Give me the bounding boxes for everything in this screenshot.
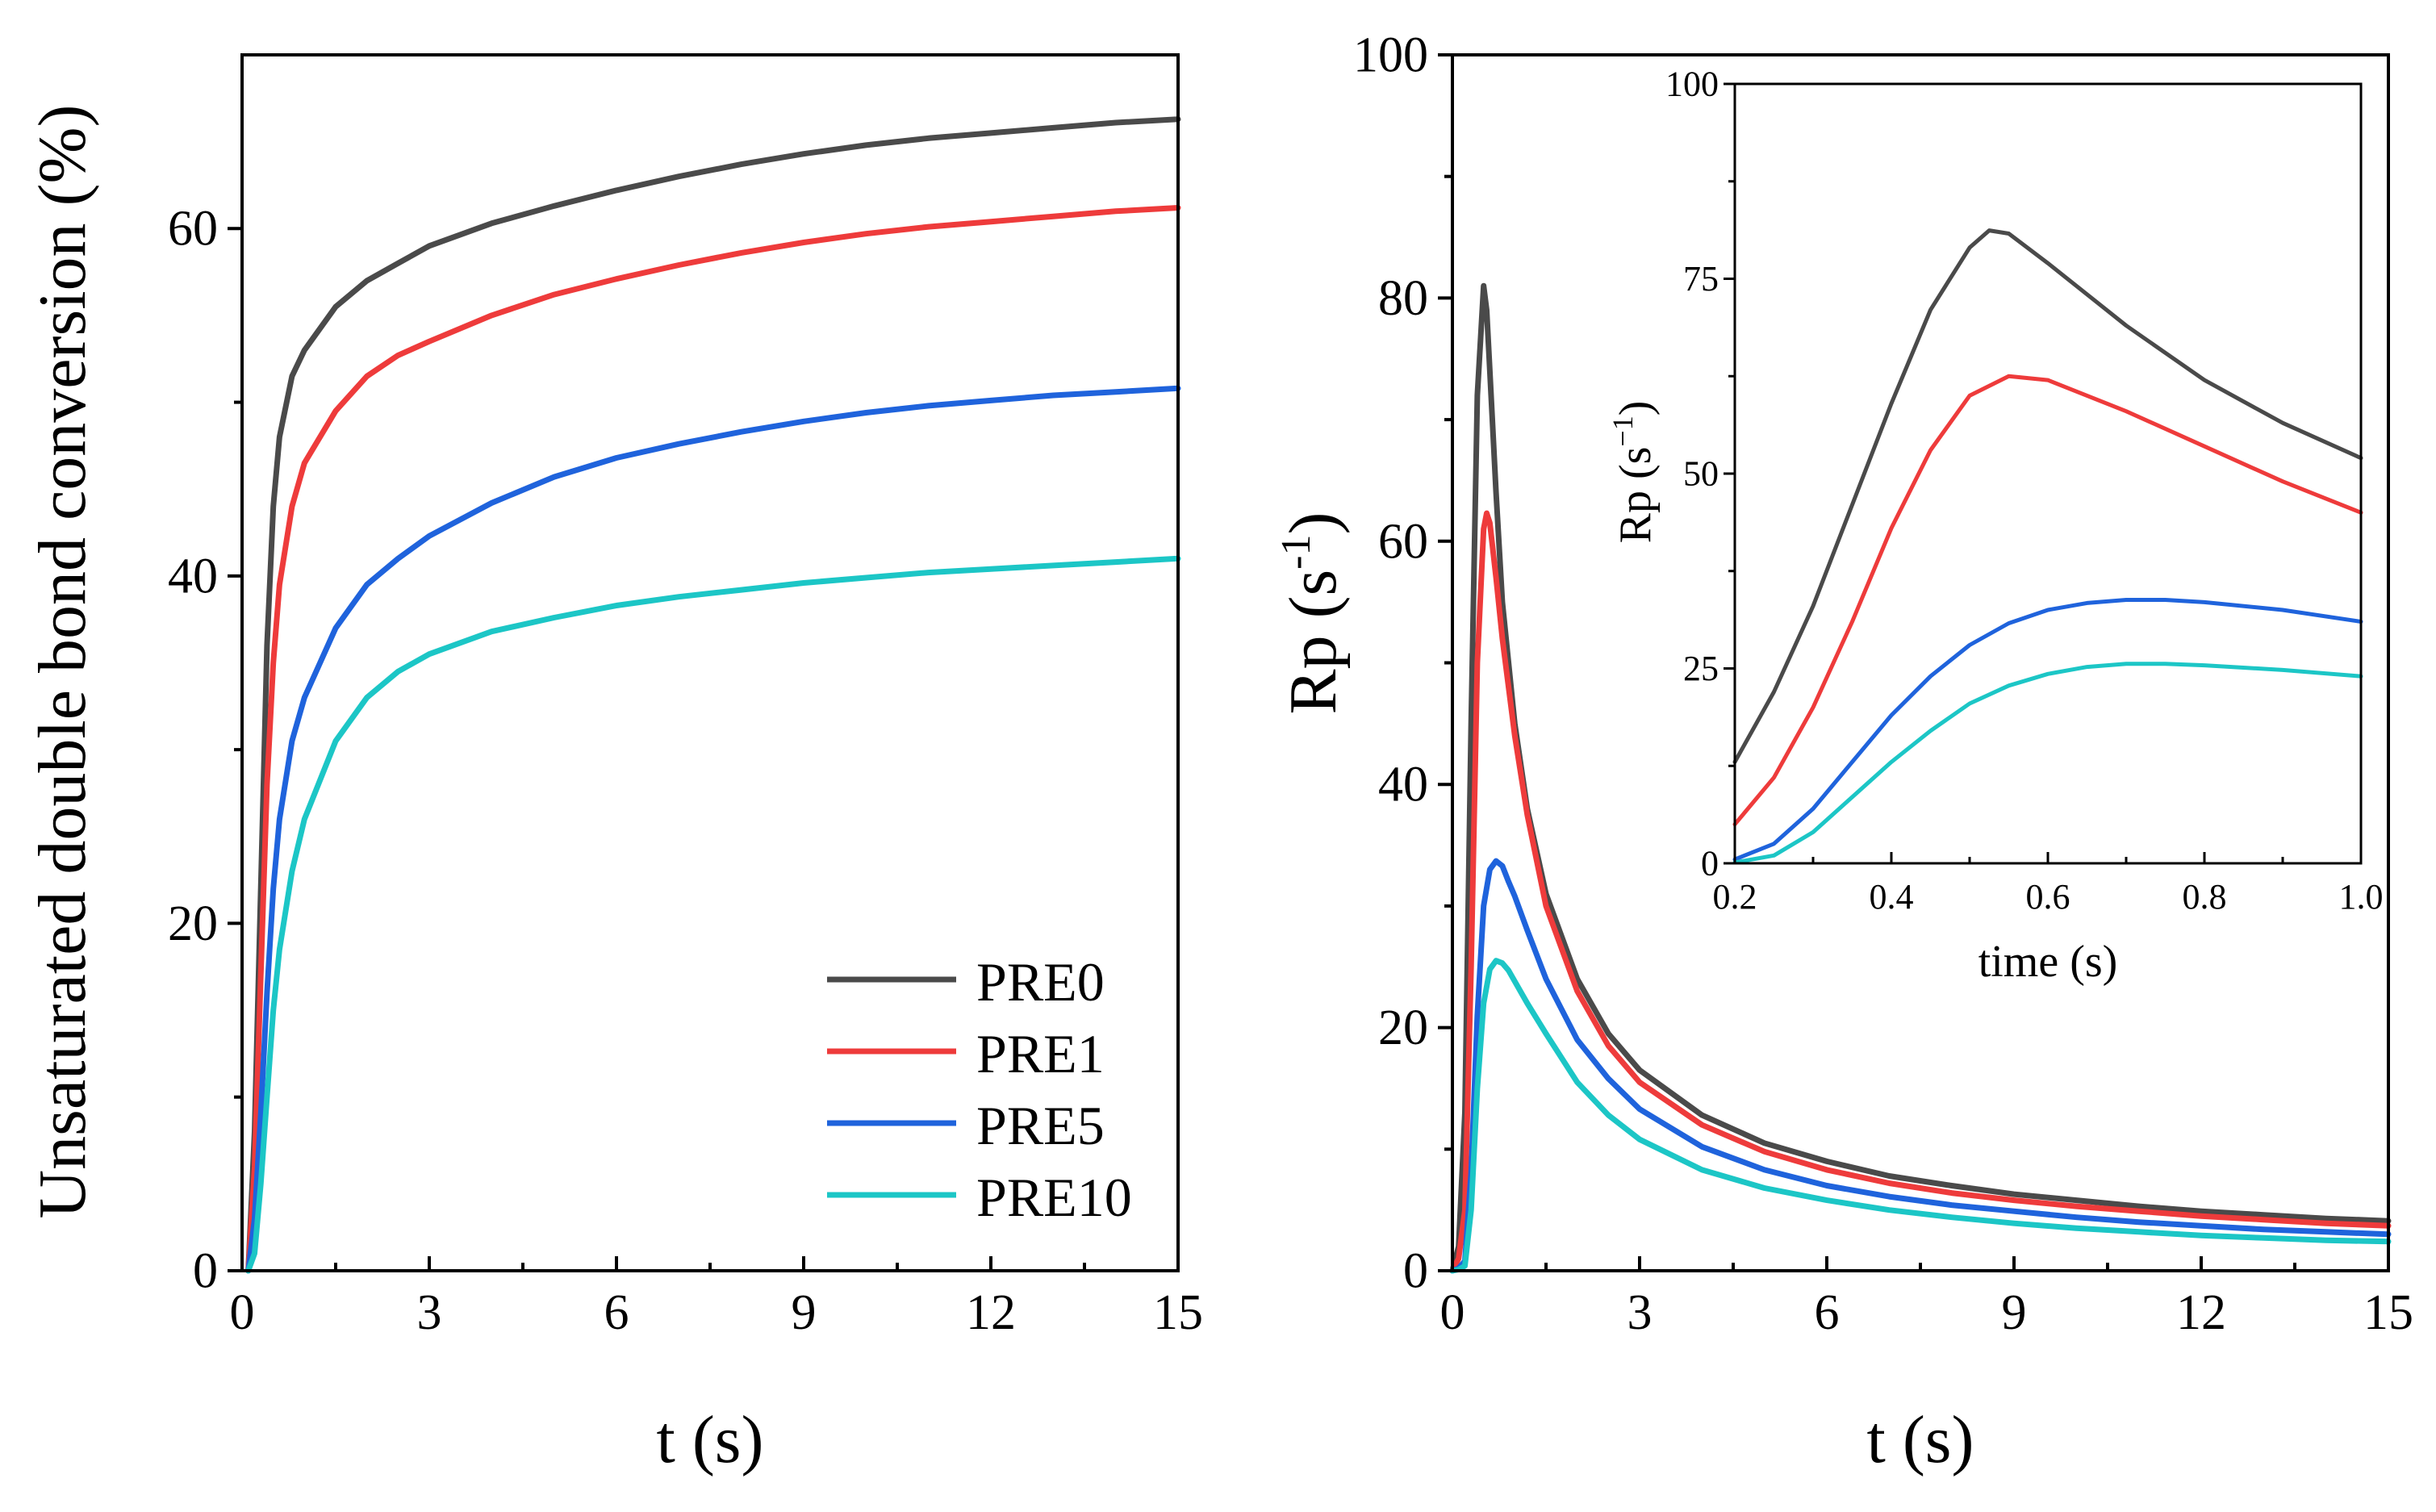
inset-line-pre10: [1732, 662, 2363, 865]
inset-x-tick-label: 1.0: [2339, 877, 2384, 917]
inset-x-axis-label: time (s): [1978, 937, 2118, 987]
conversion-series-lines: [245, 116, 1181, 1274]
conversion-x-tick-label: 9: [792, 1285, 817, 1340]
conversion-x-tick-label: 15: [1153, 1285, 1203, 1340]
rate-x-tick-label: 3: [1627, 1285, 1653, 1340]
inset-line-pre5: [1732, 598, 2363, 862]
inset-x-tick-label: 0.2: [1713, 877, 1757, 917]
rate-x-tick-label: 6: [1815, 1285, 1840, 1340]
inset-x-tick-label: 0.6: [2026, 877, 2070, 917]
legend-label-pre10: PRE10: [976, 1167, 1132, 1228]
rate-y-axis-label: Rp (s-1): [1273, 512, 1351, 714]
rate-y-tick-label: 40: [1378, 758, 1428, 812]
inset-axes: 0.2 0.4 0.6 0.8 1.0 0 25 50 75 100: [1665, 65, 2384, 917]
conversion-y-tick-label: 60: [168, 202, 218, 257]
conversion-chart: 0 3 6 9 12 15 0 20 40 60 t (s) Unsaturated double…: [25, 53, 1203, 1477]
inset-background: [1735, 84, 2361, 863]
legend-label-pre5: PRE5: [976, 1095, 1105, 1156]
conversion-x-tick-label: 12: [966, 1285, 1016, 1340]
legend: PRE0 PRE1 PRE5 PRE10: [827, 951, 1132, 1228]
rate-line-pre1: [1449, 510, 2392, 1274]
legend-item-pre5: PRE5: [827, 1095, 1105, 1156]
conversion-y-tick-label: 20: [168, 896, 218, 951]
inset-y-tick-label: 100: [1665, 65, 1719, 104]
conversion-x-axis-label: t (s): [657, 1402, 764, 1477]
rate-y-tick-label: 20: [1378, 1000, 1428, 1055]
rate-axes: 0 3 6 9 12 15 0 20 40 60 80 100: [1353, 27, 2413, 1340]
conversion-axes: 0 3 6 9 12 15 0 20 40 60: [168, 202, 1203, 1340]
conversion-y-tick-label: 0: [193, 1243, 218, 1298]
rate-inset-chart: 0.2 0.4 0.6 0.8 1.0 0 25 50 75 100 time (s) Rp (s…: [1607, 65, 2384, 987]
inset-y-tick-label: 0: [1701, 844, 1719, 883]
conversion-line-pre5: [245, 385, 1181, 1274]
conversion-x-tick-label: 3: [417, 1285, 442, 1340]
inset-line-pre0: [1732, 228, 2363, 764]
inset-y-label-main: Rp (s: [1611, 447, 1661, 544]
conversion-x-tick-label: 0: [230, 1285, 255, 1340]
conversion-line-pre10: [245, 555, 1181, 1274]
legend-item-pre1: PRE1: [827, 1023, 1105, 1084]
inset-y-axis-label: Rp (s−1): [1607, 401, 1661, 544]
conversion-line-pre1: [245, 205, 1181, 1274]
rate-series-lines: [1449, 282, 2392, 1274]
conversion-plot-frame: [240, 53, 1180, 1272]
rate-x-tick-label: 0: [1440, 1285, 1465, 1340]
rate-y-tick-label: 100: [1353, 27, 1428, 82]
rate-y-tick-label: 80: [1378, 271, 1428, 326]
rate-x-tick-label: 9: [2002, 1285, 2027, 1340]
inset-y-tick-label: 50: [1683, 454, 1719, 494]
conversion-y-axis-label: Unsaturated double bond conversion (%): [25, 105, 100, 1219]
conversion-line-pre0: [245, 116, 1181, 1274]
inset-y-tick-label: 75: [1683, 259, 1719, 299]
legend-label-pre1: PRE1: [976, 1023, 1105, 1084]
rate-y-tick-label: 0: [1403, 1243, 1428, 1298]
inset-y-label-sup: −1: [1607, 416, 1639, 446]
rate-y-label-sup: -1: [1273, 534, 1319, 569]
rate-line-pre0: [1449, 282, 2392, 1274]
conversion-x-tick-label: 6: [604, 1285, 629, 1340]
rate-x-tick-label: 12: [2176, 1285, 2226, 1340]
rate-x-tick-label: 15: [2363, 1285, 2413, 1340]
conversion-y-tick-label: 40: [168, 549, 218, 604]
rate-line-pre10: [1449, 958, 2392, 1274]
rate-y-label-main: Rp (s: [1276, 570, 1351, 715]
legend-item-pre0: PRE0: [827, 951, 1105, 1013]
rate-y-tick-label: 60: [1378, 514, 1428, 569]
inset-x-tick-label: 0.8: [2183, 877, 2227, 917]
rate-line-pre5: [1449, 858, 2392, 1274]
rate-x-axis-label: t (s): [1867, 1402, 1974, 1477]
legend-label-pre0: PRE0: [976, 951, 1105, 1013]
inset-line-pre1: [1732, 374, 2363, 827]
legend-item-pre10: PRE10: [827, 1167, 1132, 1228]
inset-series-lines: [1732, 228, 2363, 865]
inset-y-label-tail: ): [1611, 401, 1661, 416]
inset-y-tick-label: 25: [1683, 649, 1719, 688]
rate-y-label-tail: ): [1276, 512, 1351, 534]
inset-x-tick-label: 0.4: [1870, 877, 1914, 917]
